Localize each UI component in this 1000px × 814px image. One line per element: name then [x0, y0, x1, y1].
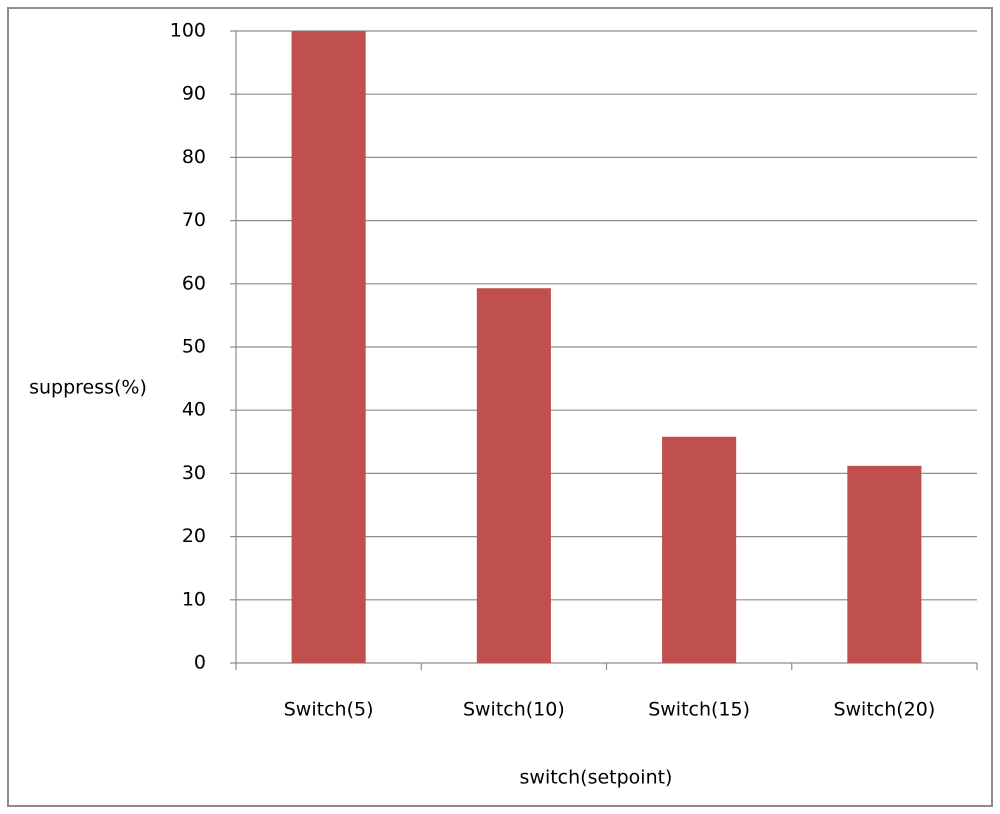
- x-tick-label: Switch(15): [648, 699, 750, 721]
- x-tick-label: Switch(20): [833, 699, 935, 721]
- y-tick-label: 20: [182, 525, 206, 547]
- bar: [662, 436, 737, 663]
- y-tick-label: 100: [170, 20, 206, 42]
- bar: [476, 288, 551, 663]
- y-tick-label: 0: [194, 652, 206, 674]
- y-axis-label: suppress(%): [29, 377, 147, 399]
- y-tick-label: 60: [182, 272, 206, 294]
- bar: [847, 465, 922, 663]
- y-tick-label: 70: [182, 209, 206, 231]
- bar: [291, 31, 366, 663]
- y-tick-label: 80: [182, 146, 206, 168]
- x-tick-label: Switch(10): [463, 699, 565, 721]
- y-tick-label: 40: [182, 399, 206, 421]
- x-tick-label: Switch(5): [284, 699, 374, 721]
- x-axis-label: switch(setpoint): [520, 767, 673, 789]
- y-tick-label: 10: [182, 588, 206, 610]
- y-tick-label: 50: [182, 336, 206, 358]
- y-tick-label: 30: [182, 462, 206, 484]
- y-tick-label: 90: [182, 83, 206, 105]
